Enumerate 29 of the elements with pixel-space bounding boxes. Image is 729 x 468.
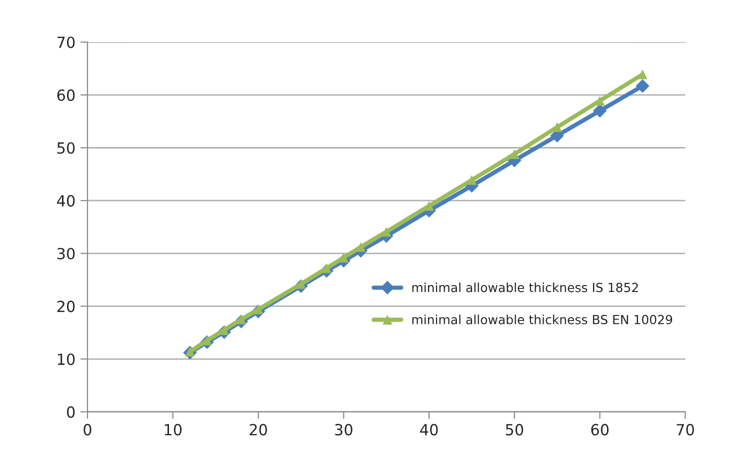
point xyxy=(466,175,477,185)
point xyxy=(424,200,434,211)
y-tick-label: 70 xyxy=(57,36,75,48)
point xyxy=(552,122,562,132)
point xyxy=(595,96,605,106)
legend-label: minimal allowable thickness IS 1852 xyxy=(412,282,638,292)
y-tick-label: 60 xyxy=(57,89,75,101)
y-tick-label: 30 xyxy=(57,248,75,260)
point xyxy=(592,104,607,118)
y-tick-label: 0 xyxy=(66,406,75,418)
point xyxy=(338,252,349,262)
point xyxy=(356,242,366,252)
y-tick-label: 50 xyxy=(57,142,75,154)
x-tick-label: 10 xyxy=(164,424,182,436)
x-tick-label: 0 xyxy=(84,424,92,436)
x-tick-label: 40 xyxy=(420,424,438,436)
point xyxy=(638,69,648,80)
x-tick-label: 60 xyxy=(591,424,609,436)
x-tick-label: 70 xyxy=(676,424,694,436)
y-tick-label: 20 xyxy=(57,300,75,312)
y-tick-label: 40 xyxy=(56,195,75,207)
x-tick-label: 50 xyxy=(506,424,524,436)
x-tick-label: 20 xyxy=(250,424,267,436)
y-tick-label: 10 xyxy=(58,353,75,366)
point xyxy=(382,226,392,237)
x-tick-label: 30 xyxy=(335,424,352,436)
legend-label: minimal allowable thickness BS EN 10029 xyxy=(412,314,672,324)
point xyxy=(636,79,650,93)
point xyxy=(510,149,520,159)
